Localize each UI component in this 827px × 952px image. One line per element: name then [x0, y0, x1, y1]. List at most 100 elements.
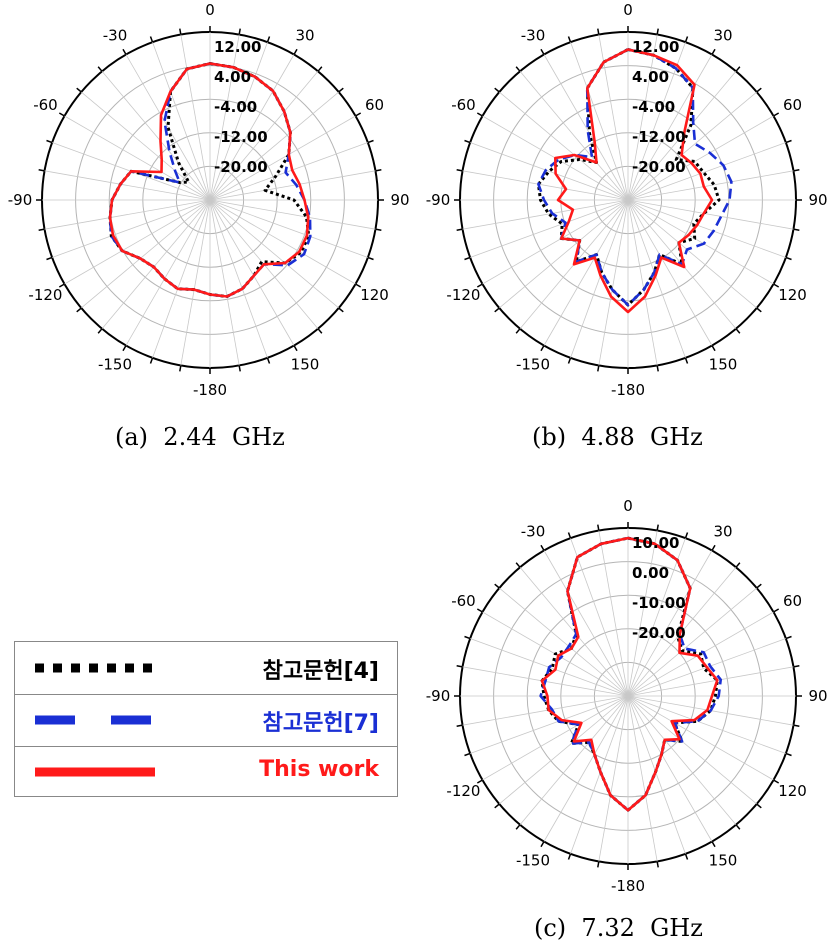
caption-a: (a) 2.44 GHz — [115, 423, 285, 451]
polar-tick — [684, 532, 689, 539]
polar-spoke — [44, 170, 211, 201]
polar-spoke — [627, 695, 713, 842]
polar-tick — [46, 139, 53, 144]
polar-tick — [375, 169, 382, 172]
angle-tick-label: -90 — [426, 687, 451, 705]
angle-tick-label: 0 — [205, 1, 215, 19]
angle-tick-label: -60 — [451, 592, 476, 610]
polar-spoke — [627, 666, 794, 697]
polar-spoke — [627, 695, 787, 754]
polar-spoke — [482, 695, 629, 781]
radial-tick-label: -12.00 — [632, 128, 686, 146]
polar-spoke — [519, 71, 629, 201]
polar-tick — [656, 365, 659, 372]
polar-tick — [266, 357, 271, 364]
angle-tick-label: 150 — [709, 356, 738, 374]
polar-tick — [58, 112, 65, 117]
polar-tick — [515, 66, 521, 72]
caption-b: (b) 4.88 GHz — [532, 423, 703, 451]
polar-spoke — [570, 41, 629, 201]
polar-spoke — [125, 199, 211, 346]
polar-spoke — [627, 91, 757, 201]
angle-tick-label: -180 — [611, 381, 645, 399]
polar-spoke — [209, 199, 369, 258]
polar-tick — [58, 283, 65, 288]
series-line-c-solid — [540, 536, 719, 812]
polar-tick — [785, 752, 792, 757]
polar-spoke — [543, 695, 629, 842]
polar-spoke — [209, 199, 240, 366]
polar-tick — [355, 283, 362, 288]
angle-tick-label: -150 — [516, 852, 550, 870]
polar-tick — [735, 562, 741, 568]
polar-tick — [494, 87, 500, 93]
polar-spoke — [627, 199, 774, 285]
polar-tick — [238, 365, 241, 372]
angle-tick-label: 0 — [623, 497, 633, 515]
polar-tick — [494, 583, 500, 589]
polar-spoke — [209, 199, 268, 359]
polar-spoke — [209, 41, 268, 201]
polar-tick — [464, 139, 471, 144]
polar-plot-c: 0 30 60 90 120 150 -180 -150 -120 -90 -60 -30 10.00 0… — [426, 497, 827, 895]
series-line-a-solid — [108, 62, 310, 298]
polar-spoke — [44, 199, 211, 230]
polar-spoke — [499, 199, 629, 309]
polar-grid — [454, 522, 802, 870]
polar-spoke — [627, 695, 686, 855]
polar-tick — [711, 544, 716, 551]
angle-tick-label: -150 — [98, 356, 132, 374]
polar-spoke — [101, 199, 211, 329]
polar-tick — [540, 345, 545, 352]
polar-tick — [567, 36, 572, 43]
polar-spoke — [209, 91, 339, 201]
polar-tick — [567, 532, 572, 539]
angle-tick-label: 30 — [713, 522, 732, 540]
polar-spoke — [570, 537, 629, 697]
polar-tick — [773, 112, 780, 117]
polar-tick — [785, 256, 792, 261]
polar-tick — [293, 345, 298, 352]
radial-tick-label: -12.00 — [214, 128, 268, 146]
polar-tick — [149, 357, 154, 364]
polar-tick — [456, 724, 463, 727]
polar-tick — [597, 365, 600, 372]
radial-tick-label: -4.00 — [632, 98, 675, 116]
polar-spoke — [543, 550, 629, 697]
polar-spoke — [462, 170, 629, 201]
radial-tick-label: 10.00 — [632, 534, 679, 552]
polar-tick — [756, 307, 762, 313]
polar-spoke — [180, 199, 211, 366]
polar-tick — [515, 824, 521, 830]
polar-tick — [711, 48, 716, 55]
polar-spoke — [627, 199, 713, 346]
polar-tick — [793, 724, 800, 727]
angle-tick-label: 150 — [709, 852, 738, 870]
polar-spoke — [627, 54, 713, 201]
legend-swatch-solid — [35, 767, 155, 777]
polar-spoke — [627, 695, 737, 825]
polar-tick — [785, 635, 792, 640]
polar-spoke — [152, 41, 211, 201]
polar-spoke — [627, 115, 774, 201]
polar-spoke — [627, 199, 787, 258]
polar-tick — [149, 36, 154, 43]
legend: 참고문헌[4] 참고문헌[7] This work — [14, 641, 398, 797]
polar-tick — [656, 524, 659, 531]
series-line-b-dashed — [537, 48, 733, 307]
angle-tick-label: 30 — [295, 26, 314, 44]
polar-tick — [338, 87, 344, 93]
angle-tick-label: -30 — [521, 522, 546, 540]
polar-tick — [464, 256, 471, 261]
polar-tick — [540, 544, 545, 551]
polar-spoke — [51, 199, 211, 258]
polar-tick — [476, 608, 483, 613]
polar-spoke — [209, 199, 295, 346]
polar-spoke — [627, 199, 686, 359]
polar-tick — [773, 608, 780, 613]
angle-tick-label: -30 — [103, 26, 128, 44]
polar-spoke — [627, 695, 658, 862]
polar-spoke — [499, 91, 629, 201]
polar-tick — [375, 228, 382, 231]
angle-tick-label: 30 — [713, 26, 732, 44]
